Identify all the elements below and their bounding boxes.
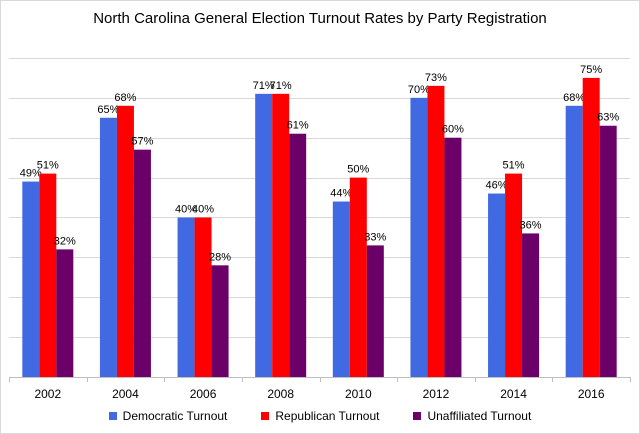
bar (582, 77, 600, 377)
legend-label-unaffiliated: Unaffiliated Turnout (427, 409, 532, 423)
bar (272, 93, 290, 377)
legend-swatch-democratic (108, 412, 117, 420)
legend: Democratic Turnout Republican Turnout Un… (1, 409, 639, 423)
data-label: 50% (347, 164, 369, 176)
bar (99, 117, 117, 377)
bar (444, 137, 462, 377)
bar (116, 105, 134, 378)
bar (565, 105, 583, 378)
x-tick-label: 2008 (267, 387, 294, 401)
legend-swatch-republican (261, 412, 270, 420)
data-label: 51% (503, 160, 525, 172)
data-label: 32% (54, 235, 76, 247)
x-tick-label: 2016 (578, 387, 605, 401)
x-tick-label: 2004 (112, 387, 139, 401)
bar (349, 177, 367, 377)
data-label: 44% (330, 188, 352, 200)
legend-item-unaffiliated: Unaffiliated Turnout (413, 409, 531, 423)
legend-label-republican: Republican Turnout (275, 409, 380, 423)
legend-item-democratic: Democratic Turnout (108, 409, 228, 423)
data-label: 51% (37, 160, 59, 172)
chart-title: North Carolina General Election Turnout … (93, 10, 547, 27)
bar (56, 249, 74, 377)
bar (22, 181, 40, 377)
data-label: 33% (364, 231, 386, 243)
x-tick-label: 2002 (34, 387, 61, 401)
data-label: 46% (486, 180, 508, 192)
data-label: 68% (114, 92, 136, 104)
legend-swatch-unaffiliated (413, 412, 422, 420)
bar (366, 245, 384, 377)
data-label: 36% (520, 219, 542, 231)
data-label: 60% (442, 124, 464, 136)
bar (255, 93, 273, 377)
data-label: 63% (597, 112, 619, 124)
data-label: 40% (192, 203, 214, 215)
bar (177, 217, 195, 377)
data-label: 71% (253, 80, 275, 92)
bar (39, 173, 57, 377)
data-label: 57% (131, 136, 153, 148)
bar (332, 201, 350, 377)
bar (211, 265, 229, 377)
data-label: 75% (580, 64, 602, 76)
bar (522, 233, 540, 377)
legend-item-republican: Republican Turnout (261, 409, 379, 423)
x-tick-label: 2006 (190, 387, 217, 401)
data-label: 61% (287, 120, 309, 132)
data-label: 40% (175, 203, 197, 215)
bar (505, 173, 523, 377)
data-label: 65% (97, 104, 119, 116)
bar (194, 217, 212, 377)
bar (289, 133, 307, 377)
data-label: 49% (20, 168, 42, 180)
data-label: 73% (425, 72, 447, 84)
bar (410, 97, 428, 377)
data-label: 70% (408, 84, 430, 96)
legend-label-democratic: Democratic Turnout (122, 409, 228, 423)
bar (133, 149, 151, 377)
bar (599, 125, 617, 377)
x-tick-label: 2014 (500, 387, 527, 401)
x-tick-label: 2012 (423, 387, 450, 401)
bar (488, 193, 506, 377)
data-label: 28% (209, 251, 231, 263)
data-label: 68% (563, 92, 585, 104)
bar (427, 85, 445, 377)
data-label: 71% (270, 80, 292, 92)
x-tick-label: 2010 (345, 387, 372, 401)
